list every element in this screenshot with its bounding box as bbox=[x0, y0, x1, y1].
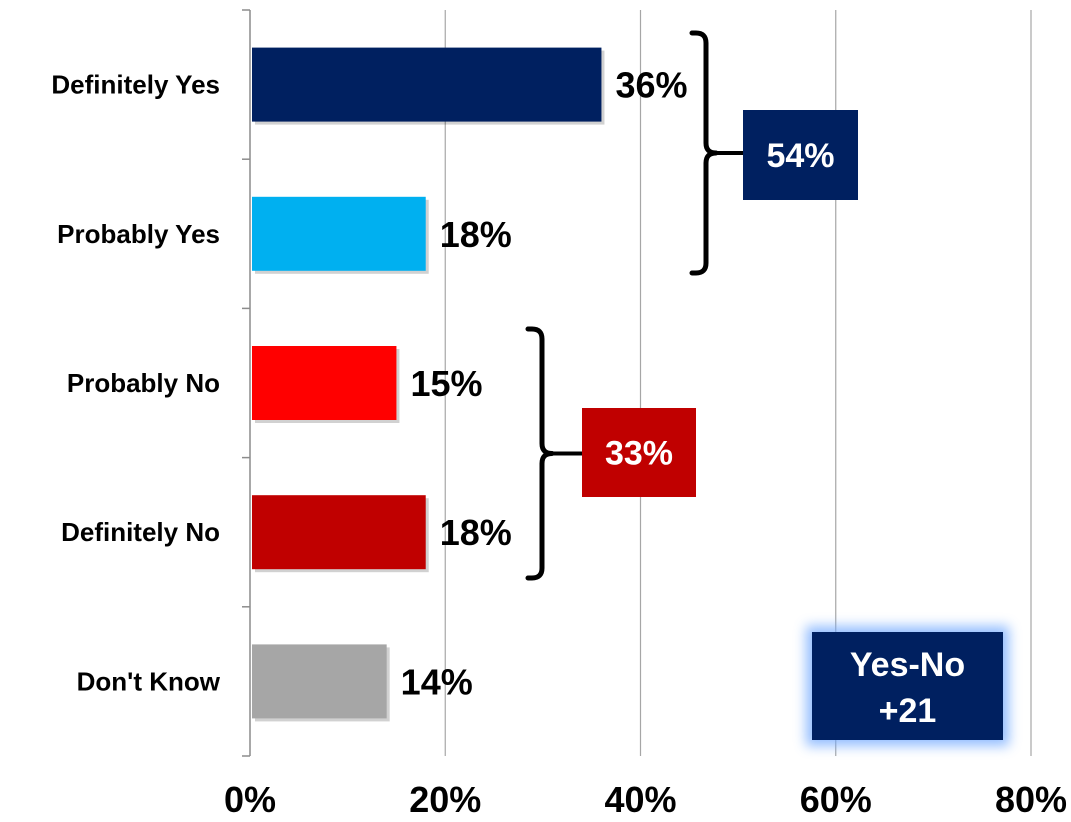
value-label: 18% bbox=[440, 512, 512, 553]
y-axis bbox=[242, 9, 251, 757]
bars bbox=[252, 47, 605, 722]
bar bbox=[252, 346, 397, 420]
group-total-box bbox=[582, 408, 696, 497]
group-bracket bbox=[525, 326, 555, 581]
bar bbox=[252, 47, 602, 122]
group-total-box bbox=[743, 110, 858, 200]
category-label: Definitely No bbox=[61, 517, 220, 547]
category-label: Probably No bbox=[67, 368, 220, 398]
bar bbox=[252, 495, 426, 570]
group-bracket bbox=[689, 30, 719, 276]
value-label: 15% bbox=[410, 363, 482, 404]
x-tick-label: 60% bbox=[800, 779, 872, 820]
bar bbox=[252, 644, 387, 719]
value-label: 18% bbox=[440, 214, 512, 255]
category-labels: Definitely Yes Probably Yes Probably No Def… bbox=[51, 70, 220, 697]
x-tick-labels: 0% 20% 40% 60% 80% bbox=[224, 779, 1067, 820]
net-box-background bbox=[812, 632, 1003, 740]
x-tick-label: 0% bbox=[224, 779, 276, 820]
category-label: Definitely Yes bbox=[51, 70, 220, 100]
net-box: Yes-No +21 bbox=[806, 626, 1009, 746]
value-label: 36% bbox=[615, 65, 687, 106]
x-tick-label: 20% bbox=[409, 779, 481, 820]
value-labels: 36% 18% 15% 18% 14% bbox=[401, 65, 688, 703]
bar bbox=[252, 196, 426, 271]
net-box-title: Yes-No bbox=[850, 646, 965, 684]
group-total-label: 54% bbox=[766, 137, 834, 175]
category-label: Don't Know bbox=[77, 666, 221, 696]
net-box-value: +21 bbox=[879, 692, 937, 730]
group-total-label: 33% bbox=[605, 435, 673, 473]
x-tick-label: 80% bbox=[995, 779, 1067, 820]
value-label: 14% bbox=[401, 661, 473, 702]
group-annotations: 54% 33% bbox=[525, 30, 858, 581]
x-tick-label: 40% bbox=[604, 779, 676, 820]
category-label: Probably Yes bbox=[57, 219, 220, 249]
